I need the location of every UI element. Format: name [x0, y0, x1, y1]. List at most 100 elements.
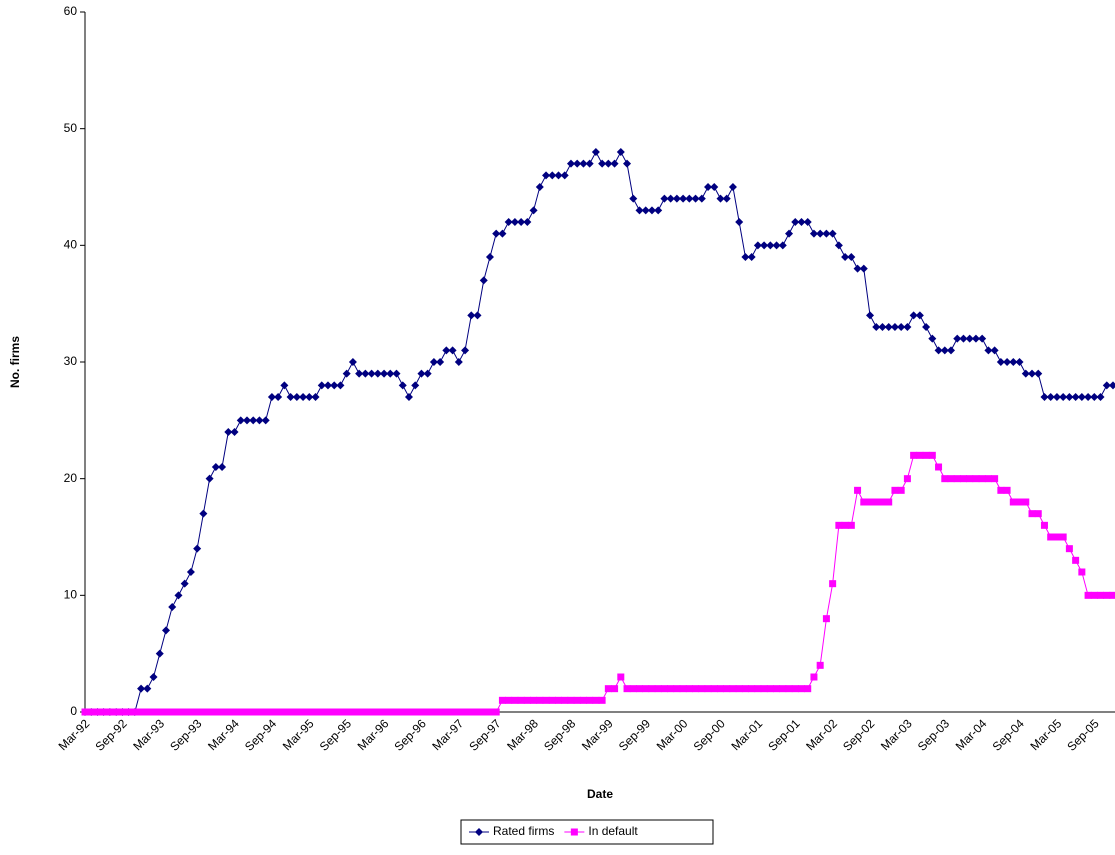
data-point — [1085, 592, 1092, 599]
data-point — [405, 709, 412, 716]
data-point — [891, 487, 898, 494]
data-point — [318, 709, 325, 716]
data-point — [168, 603, 176, 611]
legend-label: In default — [588, 824, 638, 838]
data-point — [586, 160, 594, 168]
data-point — [150, 673, 158, 681]
data-point — [343, 709, 350, 716]
data-point — [411, 381, 419, 389]
data-point — [518, 697, 525, 704]
data-point — [954, 475, 961, 482]
data-point — [399, 381, 407, 389]
data-point — [113, 709, 120, 716]
data-point — [1110, 592, 1115, 599]
data-point — [1034, 370, 1042, 378]
x-tick-label: Sep-95 — [317, 716, 354, 753]
data-point — [455, 709, 462, 716]
x-tick-label: Mar-93 — [130, 716, 167, 753]
data-point — [1016, 358, 1024, 366]
data-point — [729, 183, 737, 191]
data-point — [337, 709, 344, 716]
data-point — [1060, 534, 1067, 541]
data-point — [218, 463, 226, 471]
data-point — [306, 709, 313, 716]
data-point — [592, 148, 600, 156]
data-point — [418, 709, 425, 716]
data-point — [599, 697, 606, 704]
data-point — [194, 709, 201, 716]
data-point — [125, 709, 132, 716]
data-point — [106, 709, 113, 716]
x-tick-label: Sep-02 — [840, 716, 877, 753]
data-point — [1078, 569, 1085, 576]
data-point — [181, 709, 188, 716]
data-point — [212, 709, 219, 716]
data-point — [200, 709, 207, 716]
data-point — [88, 709, 95, 716]
data-point — [268, 709, 275, 716]
data-point — [673, 685, 680, 692]
x-tick-label: Sep-93 — [167, 716, 204, 753]
data-point — [511, 697, 518, 704]
x-tick-label: Sep-99 — [616, 716, 653, 753]
data-point — [624, 685, 631, 692]
data-point — [412, 709, 419, 716]
data-point — [574, 697, 581, 704]
data-point — [225, 709, 232, 716]
x-tick-label: Mar-03 — [878, 716, 915, 753]
data-point — [978, 335, 986, 343]
data-point — [237, 709, 244, 716]
data-point — [692, 685, 699, 692]
data-point — [636, 685, 643, 692]
data-point — [904, 475, 911, 482]
data-point — [1029, 510, 1036, 517]
data-point — [586, 697, 593, 704]
data-point — [480, 276, 488, 284]
data-point — [480, 709, 487, 716]
data-point — [349, 709, 356, 716]
data-point — [243, 709, 250, 716]
data-point — [82, 709, 89, 716]
data-point — [854, 487, 861, 494]
data-point — [436, 358, 444, 366]
x-tick-label: Sep-98 — [541, 716, 578, 753]
data-point — [356, 709, 363, 716]
data-point — [680, 685, 687, 692]
data-point — [1072, 557, 1079, 564]
data-point — [461, 346, 469, 354]
data-point — [779, 685, 786, 692]
data-point — [580, 697, 587, 704]
data-point — [94, 709, 101, 716]
data-point — [523, 218, 531, 226]
data-point — [374, 709, 381, 716]
data-point — [873, 499, 880, 506]
data-point — [424, 370, 432, 378]
y-tick-label: 60 — [64, 4, 78, 18]
data-point — [455, 358, 463, 366]
data-point — [162, 709, 169, 716]
data-point — [287, 709, 294, 716]
data-point — [424, 709, 431, 716]
data-point — [617, 148, 625, 156]
data-point — [256, 709, 263, 716]
data-point — [848, 522, 855, 529]
x-tick-label: Mar-97 — [429, 716, 466, 753]
data-point — [972, 475, 979, 482]
data-point — [867, 499, 874, 506]
data-point — [810, 674, 817, 681]
data-point — [486, 709, 493, 716]
x-tick-label: Mar-05 — [1028, 716, 1065, 753]
data-point — [985, 475, 992, 482]
data-point — [991, 346, 999, 354]
data-point — [567, 697, 574, 704]
data-point — [499, 697, 506, 704]
data-point — [966, 475, 973, 482]
data-point — [1035, 510, 1042, 517]
data-point — [742, 685, 749, 692]
data-point — [941, 475, 948, 482]
data-point — [804, 685, 811, 692]
y-tick-label: 50 — [64, 121, 78, 135]
data-point — [1103, 592, 1110, 599]
data-point — [530, 206, 538, 214]
data-point — [138, 709, 145, 716]
